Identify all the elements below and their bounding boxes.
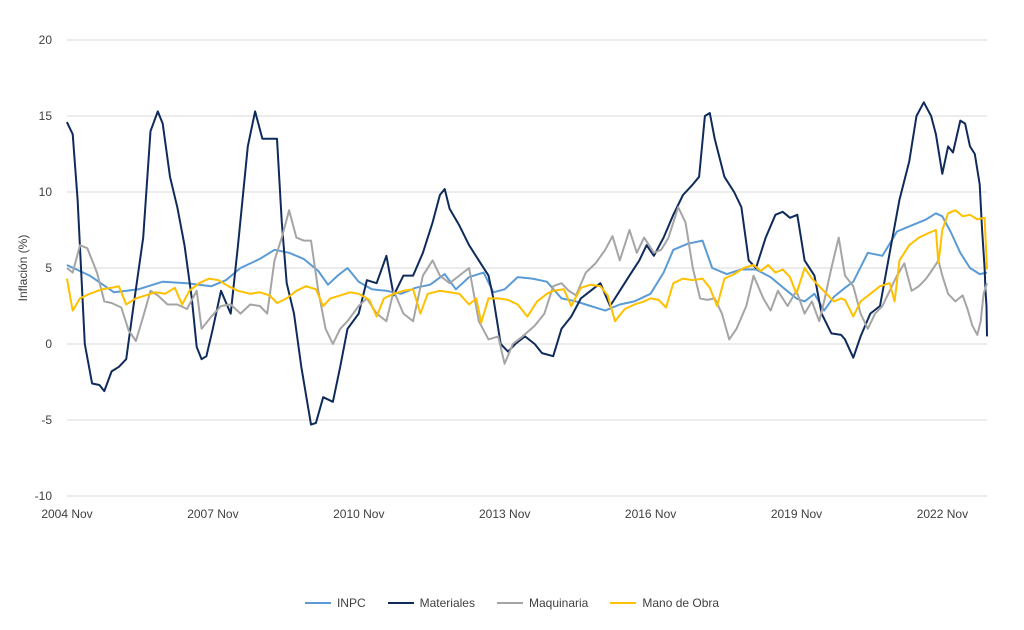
y-tick-label: 5	[45, 261, 52, 275]
legend-item: Maquinaria	[496, 596, 589, 610]
y-tick-label: -10	[35, 489, 53, 503]
x-tick-label: 2013 Nov	[479, 507, 530, 521]
series-line-materiales	[65, 101, 988, 426]
x-tick-label: 2016 Nov	[625, 507, 676, 521]
x-tick-label: 2022 Nov	[917, 507, 968, 521]
y-tick-label: 20	[39, 33, 53, 47]
y-tick-label: 10	[39, 185, 53, 199]
legend-label: Materiales	[419, 596, 475, 610]
legend-swatch	[610, 602, 637, 604]
y-axis-title: Inflación (%)	[16, 235, 30, 302]
legend-label: INPC	[336, 596, 366, 610]
y-axis-ticks: -10 -5 0 5 10 15 20	[35, 33, 53, 503]
x-tick-label: 2010 Nov	[333, 507, 384, 521]
y-tick-label: 15	[39, 109, 53, 123]
legend-label: Maquinaria	[528, 596, 589, 610]
legend-item: INPC	[304, 596, 366, 610]
legend: INPC Materiales Maquinaria Mano de Obra	[0, 596, 1024, 610]
series-line-mano-de-obra	[65, 209, 988, 324]
series-line-maquinaria	[66, 206, 988, 365]
x-axis-ticks: 2004 Nov 2007 Nov 2010 Nov 2013 Nov 2016 Nov…	[41, 507, 968, 521]
legend-item: Materiales	[387, 596, 475, 610]
series-lines	[65, 101, 988, 426]
y-tick-label: 0	[45, 337, 52, 351]
legend-swatch	[387, 602, 414, 604]
gridlines	[67, 39, 987, 497]
y-tick-label: -5	[41, 413, 52, 427]
legend-swatch	[304, 602, 331, 604]
legend-label: Mano de Obra	[642, 596, 720, 610]
x-tick-label: 2007 Nov	[187, 507, 238, 521]
legend-swatch	[496, 602, 523, 604]
x-tick-label: 2019 Nov	[771, 507, 822, 521]
x-tick-label: 2004 Nov	[41, 507, 92, 521]
series-line-inpc	[66, 212, 988, 312]
legend-item: Mano de Obra	[610, 596, 719, 610]
